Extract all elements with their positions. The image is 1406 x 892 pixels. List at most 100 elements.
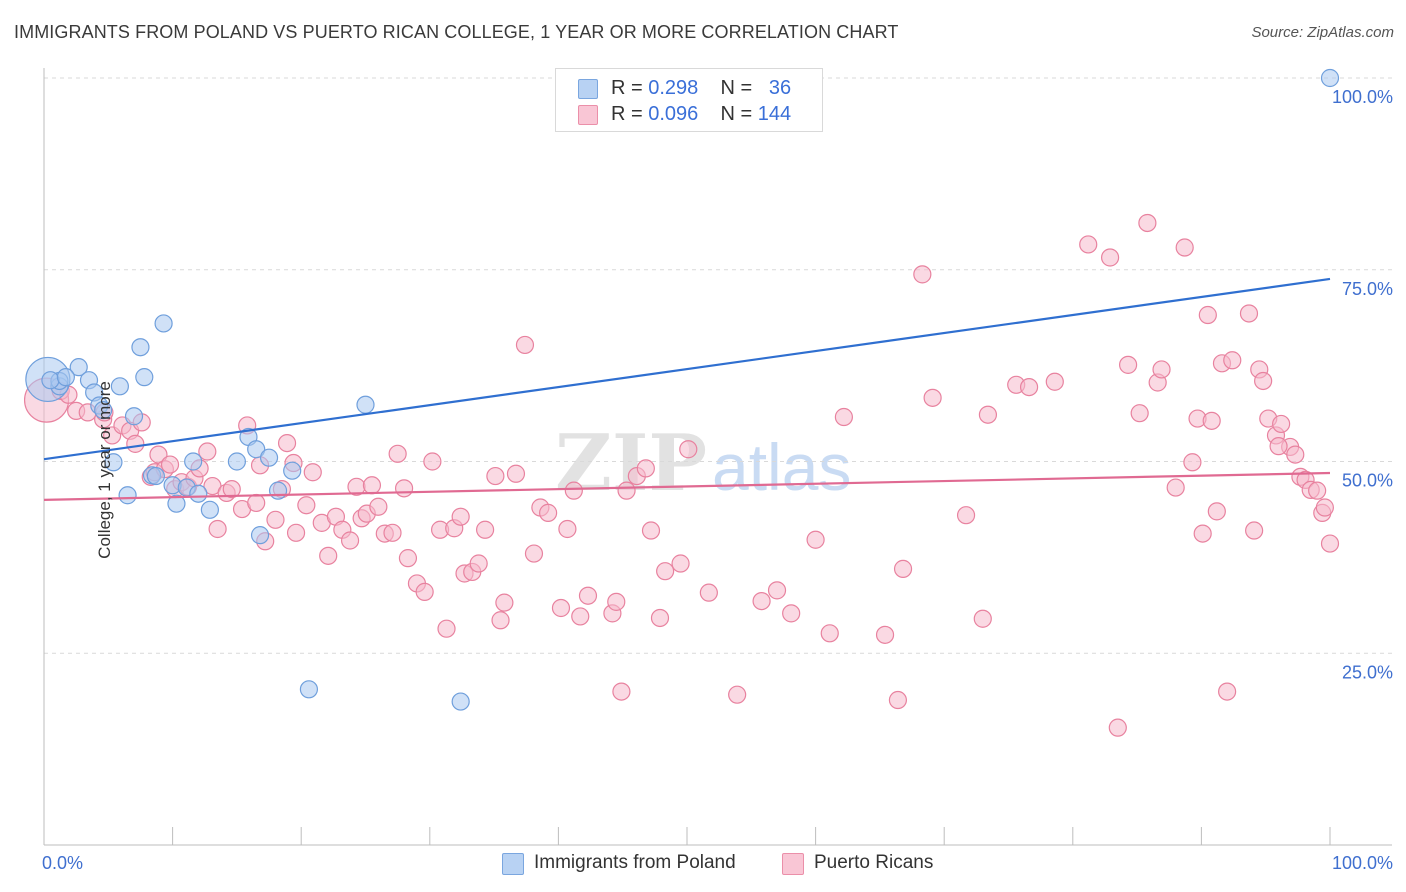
legend-label: Puerto Ricans [814,852,934,873]
puerto-rican-swatch [782,853,804,875]
puerto-rican-point [1118,355,1138,374]
puerto-rican-point [728,685,747,704]
puerto-rican-point [1320,534,1340,553]
poland-point [283,461,302,480]
puerto-rican-point [973,609,992,628]
puerto-rican-point [656,562,675,581]
puerto-rican-point [956,506,976,525]
puerto-rican-point [1166,478,1185,497]
puerto-rican-point [671,554,690,573]
poland-point [110,377,129,396]
puerto-rican-point [888,690,908,710]
puerto-rican-point [641,521,661,540]
puerto-rican-point [679,440,698,459]
poland-swatch [578,79,598,99]
puerto-rican-point [782,604,801,623]
puerto-rican-point [398,549,418,568]
puerto-rican-trend-line [43,471,1331,501]
puerto-rican-point [1183,453,1202,472]
puerto-rican-point [319,546,338,565]
y-tick-label: 25.0% [1342,662,1393,682]
puerto-rican-point [558,519,577,539]
puerto-rican-point [1019,378,1039,397]
puerto-rican-point [1193,524,1212,543]
puerto-rican-point [923,388,942,407]
puerto-rican-point [491,611,510,630]
r-label: R = [611,77,643,99]
puerto-rican-point [388,444,407,463]
puerto-rican-point [423,452,442,471]
puerto-rican-point [469,554,488,573]
poland-trend-line [43,277,1331,461]
poland-point [247,440,266,459]
poland-point [146,466,165,486]
poland-point [299,680,319,699]
puerto-rican-point [913,265,932,284]
poland-point [268,481,288,500]
puerto-rican-point [222,480,241,499]
puerto-rican-point [303,463,322,482]
puerto-rican-point [1308,481,1327,500]
puerto-rican-point [607,592,626,611]
puerto-rican-point [362,476,382,495]
puerto-rican-point [415,582,434,601]
puerto-rican-point [286,523,306,542]
poland-point [41,371,60,390]
puerto-rican-point [1218,682,1237,701]
puerto-rican-point [1315,498,1334,517]
puerto-rican-point [1223,351,1242,370]
r-label: R = [611,103,643,125]
puerto-rican-point [198,442,217,461]
legend-label: Immigrants from Poland [534,852,736,873]
puerto-rican-point [486,466,505,486]
puerto-rican-point [767,581,787,600]
r-value: 0.298 [648,77,699,99]
puerto-rican-point [1100,248,1120,267]
poland-point [104,453,123,472]
puerto-rican-point [160,455,180,474]
y-axis-label: College, 1 year or more [94,381,114,559]
x-tick-label: 100.0% [1332,853,1393,873]
puerto-rican-point [1245,521,1264,540]
stats-legend: R = 0.298 N = 36 R = 0.096 N = 144 [555,68,823,132]
puerto-rican-point [1079,235,1098,254]
poland-point [451,692,470,711]
puerto-rican-point [475,520,495,539]
puerto-rican-point [612,682,631,701]
puerto-rican-point [208,519,227,539]
poland-point [189,484,208,503]
poland-point [227,452,246,471]
puerto-rican-point [524,544,544,563]
n-label: N = [720,77,753,99]
puerto-rican-point [340,531,360,550]
puerto-rican-point [506,464,526,483]
poland-point [184,452,203,471]
puerto-rican-point [297,496,316,515]
source-credit: Source: ZipAtlas.com [1251,24,1394,41]
puerto-rican-point [539,503,558,522]
puerto-rican-point [617,481,636,500]
puerto-rican-point [1130,404,1149,423]
n-value: 144 [757,103,792,125]
puerto-rican-point [834,407,853,427]
puerto-rican-point [893,559,913,578]
puerto-rican-point [1286,445,1305,464]
puerto-rican-point [1239,304,1259,323]
puerto-rican-point [1198,305,1217,325]
poland-point [135,368,154,387]
puerto-rican-point [551,598,571,618]
puerto-rican-point [1207,502,1226,521]
puerto-rican-point [369,497,388,516]
puerto-rican-point [383,523,402,542]
r-value: 0.096 [648,103,699,125]
poland-point [1320,68,1340,88]
puerto-rican-point [394,479,414,498]
puerto-rican-point [1272,414,1291,434]
puerto-rican-point [564,481,583,500]
y-tick-label: 75.0% [1342,279,1393,299]
poland-point [154,314,173,333]
puerto-rican-point [699,583,718,602]
chart-title: IMMIGRANTS FROM POLAND VS PUERTO RICAN C… [14,22,899,42]
poland-point [118,486,137,505]
